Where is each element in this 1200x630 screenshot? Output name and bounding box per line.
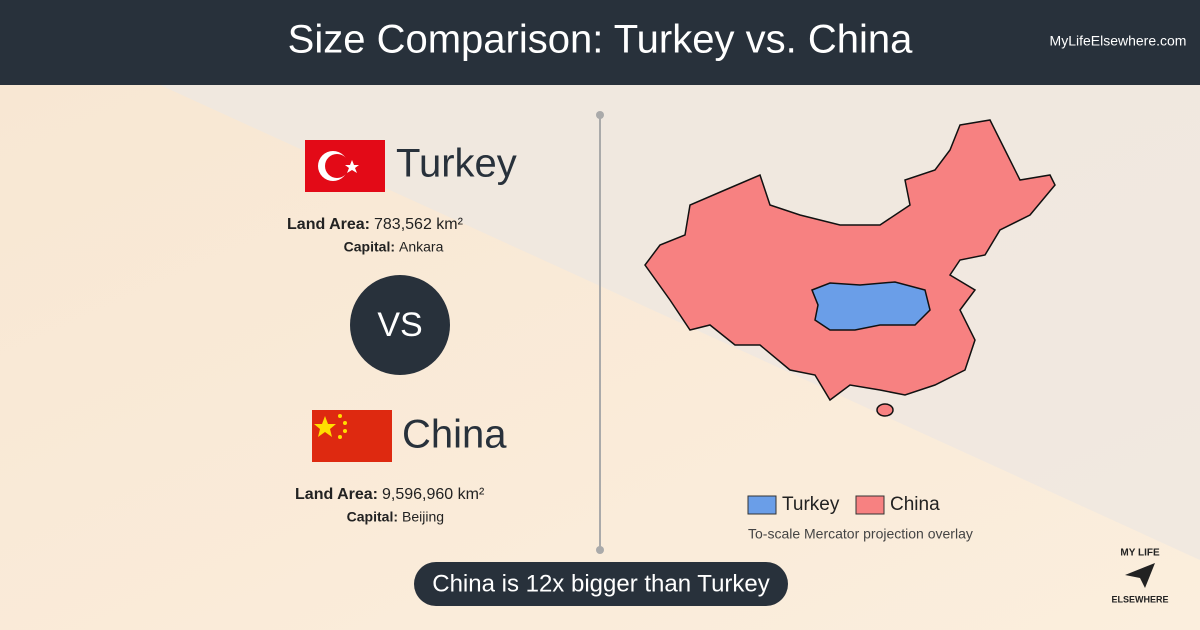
capital: Ankara [399, 239, 444, 255]
hainan-shape [876, 403, 894, 417]
vs-badge [350, 275, 450, 375]
logo: MY LIFE ELSEWHERE [1111, 548, 1168, 605]
legend-swatch [747, 495, 777, 515]
header-bar [0, 0, 1200, 85]
logo-plane [1125, 563, 1155, 588]
site-name: MyLifeElsewhere.com [1050, 33, 1187, 49]
land-area: 9,596,960 km² [382, 486, 485, 503]
title: Size Comparison: Turkey vs. China [288, 18, 913, 62]
capital-label: Capital: [347, 509, 398, 525]
turkey-flag [305, 140, 385, 192]
china-shape [644, 119, 1056, 402]
logo-text: ELSEWHERE [1111, 594, 1168, 604]
legend-label: China [890, 494, 940, 515]
country-name: China [402, 413, 507, 457]
country-name: Turkey [396, 142, 517, 186]
land-area: 783,562 km² [374, 216, 464, 233]
land-area-label: Land Area: [295, 486, 378, 503]
turkey-shape [811, 281, 931, 331]
legend-label: Turkey [782, 494, 840, 515]
divider-end [596, 546, 604, 554]
legend-swatch [855, 495, 885, 515]
china-flag [312, 410, 392, 462]
logo-text: MY LIFE [1120, 548, 1160, 559]
vs-text: VS [377, 306, 422, 344]
land-area-label: Land Area: [287, 216, 370, 233]
summary-pill [414, 562, 788, 606]
capital-label: Capital: [344, 239, 395, 255]
capital: Beijing [402, 509, 444, 525]
map-note: To-scale Mercator projection overlay [748, 526, 973, 542]
divider-end [596, 111, 604, 119]
summary: China is 12x bigger than Turkey [432, 570, 770, 597]
